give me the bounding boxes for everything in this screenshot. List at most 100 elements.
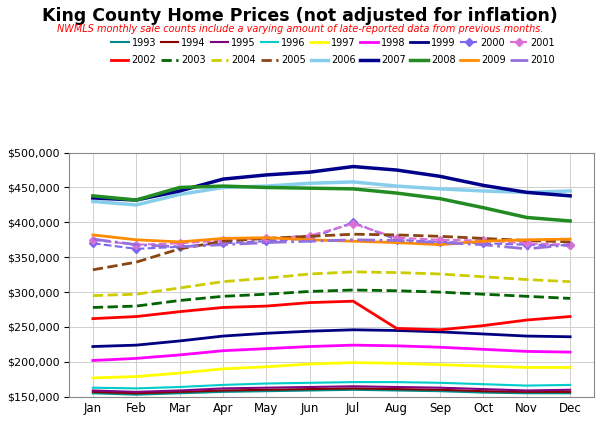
1995 xyxy=(350,384,357,389)
1995 xyxy=(133,389,140,395)
2001 xyxy=(306,233,313,238)
1997 xyxy=(176,371,183,376)
Line: 2008: 2008 xyxy=(93,186,570,221)
2006 xyxy=(89,199,97,204)
2010 xyxy=(263,240,270,245)
1996 xyxy=(523,383,530,388)
2004 xyxy=(350,269,357,275)
2000 xyxy=(306,236,313,241)
2007 xyxy=(263,172,270,177)
2009 xyxy=(176,239,183,245)
1993 xyxy=(89,391,97,396)
2003 xyxy=(523,294,530,299)
2006 xyxy=(306,181,313,186)
2007 xyxy=(306,170,313,175)
2009 xyxy=(436,242,443,247)
1997 xyxy=(263,364,270,369)
Line: 1994: 1994 xyxy=(93,388,570,393)
2002 xyxy=(89,316,97,321)
Line: 1995: 1995 xyxy=(93,386,570,392)
2008 xyxy=(436,196,443,201)
1993 xyxy=(566,391,574,396)
2002 xyxy=(393,326,400,331)
2001 xyxy=(176,241,183,246)
2009 xyxy=(133,237,140,242)
2005 xyxy=(393,232,400,238)
2004 xyxy=(220,279,227,284)
2005 xyxy=(436,234,443,239)
2005 xyxy=(220,238,227,244)
2008 xyxy=(566,218,574,224)
1995 xyxy=(306,385,313,390)
2000 xyxy=(220,241,227,246)
2004 xyxy=(436,271,443,276)
1997 xyxy=(89,375,97,381)
2008 xyxy=(89,193,97,198)
2005 xyxy=(480,236,487,241)
1995 xyxy=(523,388,530,393)
Line: 2007: 2007 xyxy=(93,167,570,200)
2005 xyxy=(133,259,140,265)
2004 xyxy=(393,270,400,275)
2009 xyxy=(480,238,487,244)
2003 xyxy=(350,287,357,293)
1998 xyxy=(263,346,270,351)
1998 xyxy=(393,343,400,348)
2010 xyxy=(89,236,97,242)
1998 xyxy=(306,344,313,349)
1998 xyxy=(176,352,183,358)
2007 xyxy=(393,167,400,173)
2009 xyxy=(523,237,530,242)
1995 xyxy=(263,385,270,390)
2010 xyxy=(566,242,574,247)
1996 xyxy=(263,381,270,386)
2004 xyxy=(176,285,183,290)
1994 xyxy=(89,389,97,395)
1994 xyxy=(350,386,357,391)
Line: 1993: 1993 xyxy=(93,390,570,395)
Line: 2001: 2001 xyxy=(90,221,573,248)
1997 xyxy=(480,364,487,369)
1998 xyxy=(436,344,443,350)
1994 xyxy=(220,388,227,393)
2010 xyxy=(350,237,357,242)
Line: 1996: 1996 xyxy=(93,382,570,388)
1997 xyxy=(523,365,530,370)
2000 xyxy=(263,238,270,244)
2010 xyxy=(480,242,487,247)
1999 xyxy=(523,334,530,339)
1994 xyxy=(393,386,400,392)
2007 xyxy=(133,198,140,203)
2006 xyxy=(436,186,443,191)
1995 xyxy=(436,385,443,390)
2003 xyxy=(436,290,443,295)
2007 xyxy=(176,188,183,194)
1999 xyxy=(436,329,443,334)
1993 xyxy=(133,392,140,397)
2001 xyxy=(350,221,357,226)
1996 xyxy=(176,385,183,390)
1993 xyxy=(220,389,227,395)
2008 xyxy=(176,185,183,190)
1996 xyxy=(436,380,443,385)
2001 xyxy=(263,236,270,241)
1994 xyxy=(436,387,443,392)
2000 xyxy=(566,243,574,248)
2003 xyxy=(133,303,140,309)
1993 xyxy=(306,388,313,393)
2008 xyxy=(306,186,313,191)
1995 xyxy=(220,386,227,391)
2006 xyxy=(566,188,574,194)
1999 xyxy=(566,334,574,339)
Line: 1999: 1999 xyxy=(93,330,570,347)
2005 xyxy=(566,239,574,245)
2003 xyxy=(566,296,574,301)
1994 xyxy=(263,387,270,392)
2002 xyxy=(220,305,227,310)
1999 xyxy=(89,344,97,349)
2005 xyxy=(523,238,530,243)
1998 xyxy=(566,350,574,355)
2002 xyxy=(523,317,530,323)
Line: 1997: 1997 xyxy=(93,363,570,378)
2008 xyxy=(133,198,140,203)
